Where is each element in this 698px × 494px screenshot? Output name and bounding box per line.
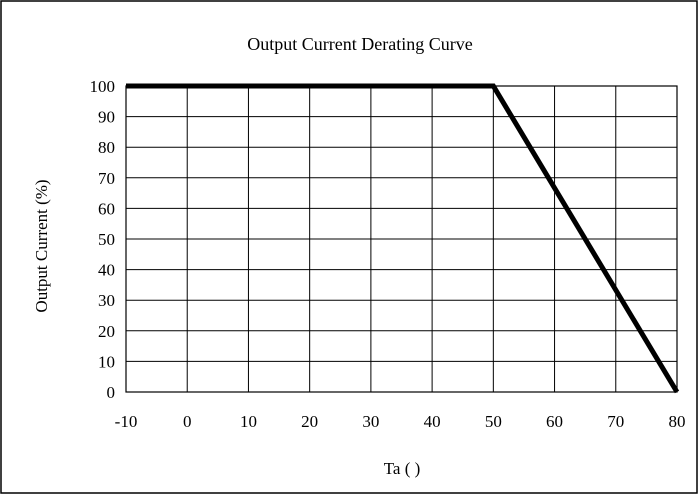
x-tick-label: 40 xyxy=(424,412,441,431)
y-tick-label: 50 xyxy=(98,230,115,249)
y-tick-label: 80 xyxy=(98,138,115,157)
x-tick-label: 0 xyxy=(183,412,192,431)
y-tick-label: 100 xyxy=(90,77,116,96)
x-tick-label: 30 xyxy=(362,412,379,431)
y-tick-label: 30 xyxy=(98,291,115,310)
y-tick-label: 40 xyxy=(98,261,115,280)
x-tick-label: 80 xyxy=(669,412,686,431)
y-tick-label: 60 xyxy=(98,199,115,218)
x-tick-label: 50 xyxy=(485,412,502,431)
x-tick-label: 10 xyxy=(240,412,257,431)
y-tick-label: 70 xyxy=(98,169,115,188)
x-axis-label: Ta ( ) xyxy=(384,459,421,478)
y-axis-label: Output Current (%) xyxy=(32,179,51,312)
y-tick-label: 90 xyxy=(98,108,115,127)
x-tick-label: 70 xyxy=(607,412,624,431)
x-tick-label: -10 xyxy=(115,412,138,431)
grid-lines xyxy=(126,86,677,392)
y-tick-label: 10 xyxy=(98,352,115,371)
x-tick-label: 60 xyxy=(546,412,563,431)
plot-area-border xyxy=(125,85,678,393)
x-tick-label: 20 xyxy=(301,412,318,431)
chart-title: Output Current Derating Curve xyxy=(247,34,472,54)
y-tick-label: 20 xyxy=(98,322,115,341)
tick-labels: -10 0 10 20 30 40 50 60 70 8010090807060504030201… xyxy=(90,77,686,431)
y-tick-label: 0 xyxy=(107,383,116,402)
